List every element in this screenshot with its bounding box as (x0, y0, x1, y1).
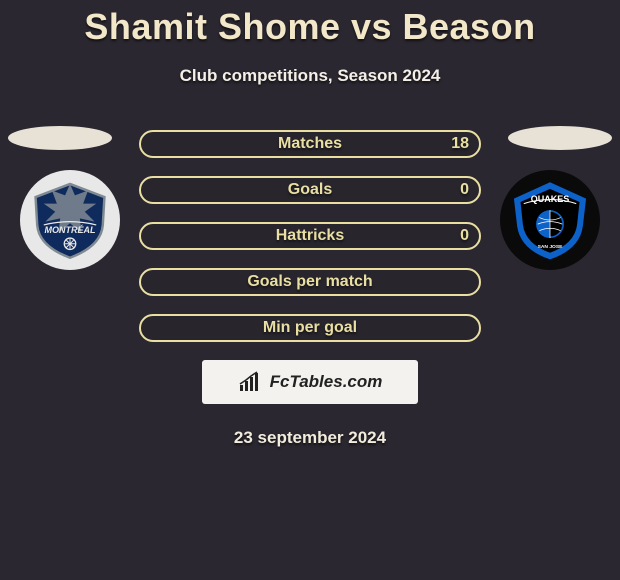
stat-row-min-per-goal: Min per goal (139, 314, 481, 342)
montreal-crest-icon: MONTRÉAL (29, 179, 111, 261)
stat-row-hattricks: Hattricks 0 (139, 222, 481, 250)
stat-label: Hattricks (276, 227, 344, 245)
player-photo-right (508, 126, 612, 150)
stat-row-goals: Goals 0 (139, 176, 481, 204)
page-title: Shamit Shome vs Beason (0, 0, 620, 48)
svg-text:MONTRÉAL: MONTRÉAL (45, 225, 96, 235)
stat-label: Min per goal (263, 319, 357, 337)
stat-right-value: 0 (460, 181, 469, 199)
stat-right-value: 0 (460, 227, 469, 245)
brand-badge: FcTables.com (202, 360, 418, 404)
quakes-crest-icon: QUAKES SAN JOSE (509, 179, 591, 261)
subtitle: Club competitions, Season 2024 (0, 66, 620, 86)
stat-row-goals-per-match: Goals per match (139, 268, 481, 296)
svg-text:QUAKES: QUAKES (531, 194, 570, 204)
stat-label: Goals per match (247, 273, 372, 291)
team-crest-right: QUAKES SAN JOSE (500, 170, 600, 270)
player-photo-left (8, 126, 112, 150)
bar-chart-icon (238, 371, 264, 393)
team-crest-left: MONTRÉAL (20, 170, 120, 270)
stat-label: Goals (288, 181, 332, 199)
date-text: 23 september 2024 (0, 428, 620, 448)
svg-text:SAN JOSE: SAN JOSE (538, 244, 564, 250)
stat-row-matches: Matches 18 (139, 130, 481, 158)
brand-text: FcTables.com (270, 372, 383, 392)
stat-label: Matches (278, 135, 342, 153)
stat-right-value: 18 (451, 135, 469, 153)
